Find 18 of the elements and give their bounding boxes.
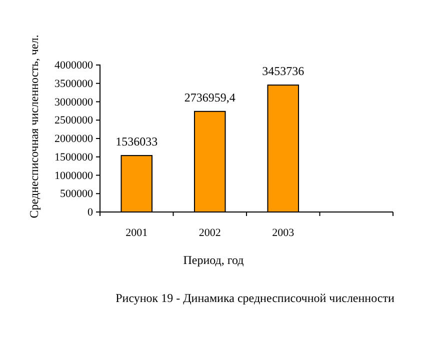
y-axis-title: Среднесписочная численность, чел.	[27, 34, 41, 218]
y-tick-label: 1000000	[54, 170, 94, 182]
y-tick-label: 3500000	[54, 78, 94, 90]
y-tick-label: 2500000	[54, 114, 94, 127]
data-label: 3453736	[262, 64, 304, 78]
y-tick-label: 0	[88, 206, 94, 219]
x-tick-label: 2003	[272, 227, 295, 239]
y-tick-label: 3000000	[54, 96, 94, 108]
x-axis-title: Период, год	[183, 253, 244, 267]
x-tick-label: 2001	[126, 227, 148, 239]
y-tick-label: 1500000	[54, 151, 94, 164]
data-label: 2736959,4	[184, 90, 236, 104]
y-tick-label: 4000000	[54, 60, 94, 72]
data-label: 1536033	[116, 134, 158, 149]
y-tick-label: 2000000	[54, 133, 94, 146]
text: Рисунок 19 - Динамика среднесписочной численности	[116, 291, 395, 305]
y-tick-label: 500000	[60, 188, 94, 200]
x-tick-label: 2002	[198, 227, 221, 239]
